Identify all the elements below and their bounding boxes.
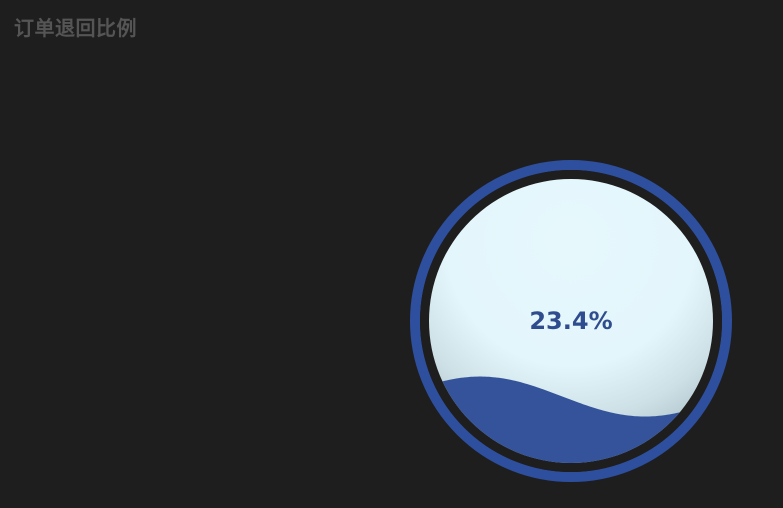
percent-label: 23.4% bbox=[529, 307, 612, 335]
outer-ring bbox=[410, 160, 732, 482]
chart-title: 订单退回比例 bbox=[14, 16, 137, 40]
ring-gap bbox=[420, 170, 722, 472]
